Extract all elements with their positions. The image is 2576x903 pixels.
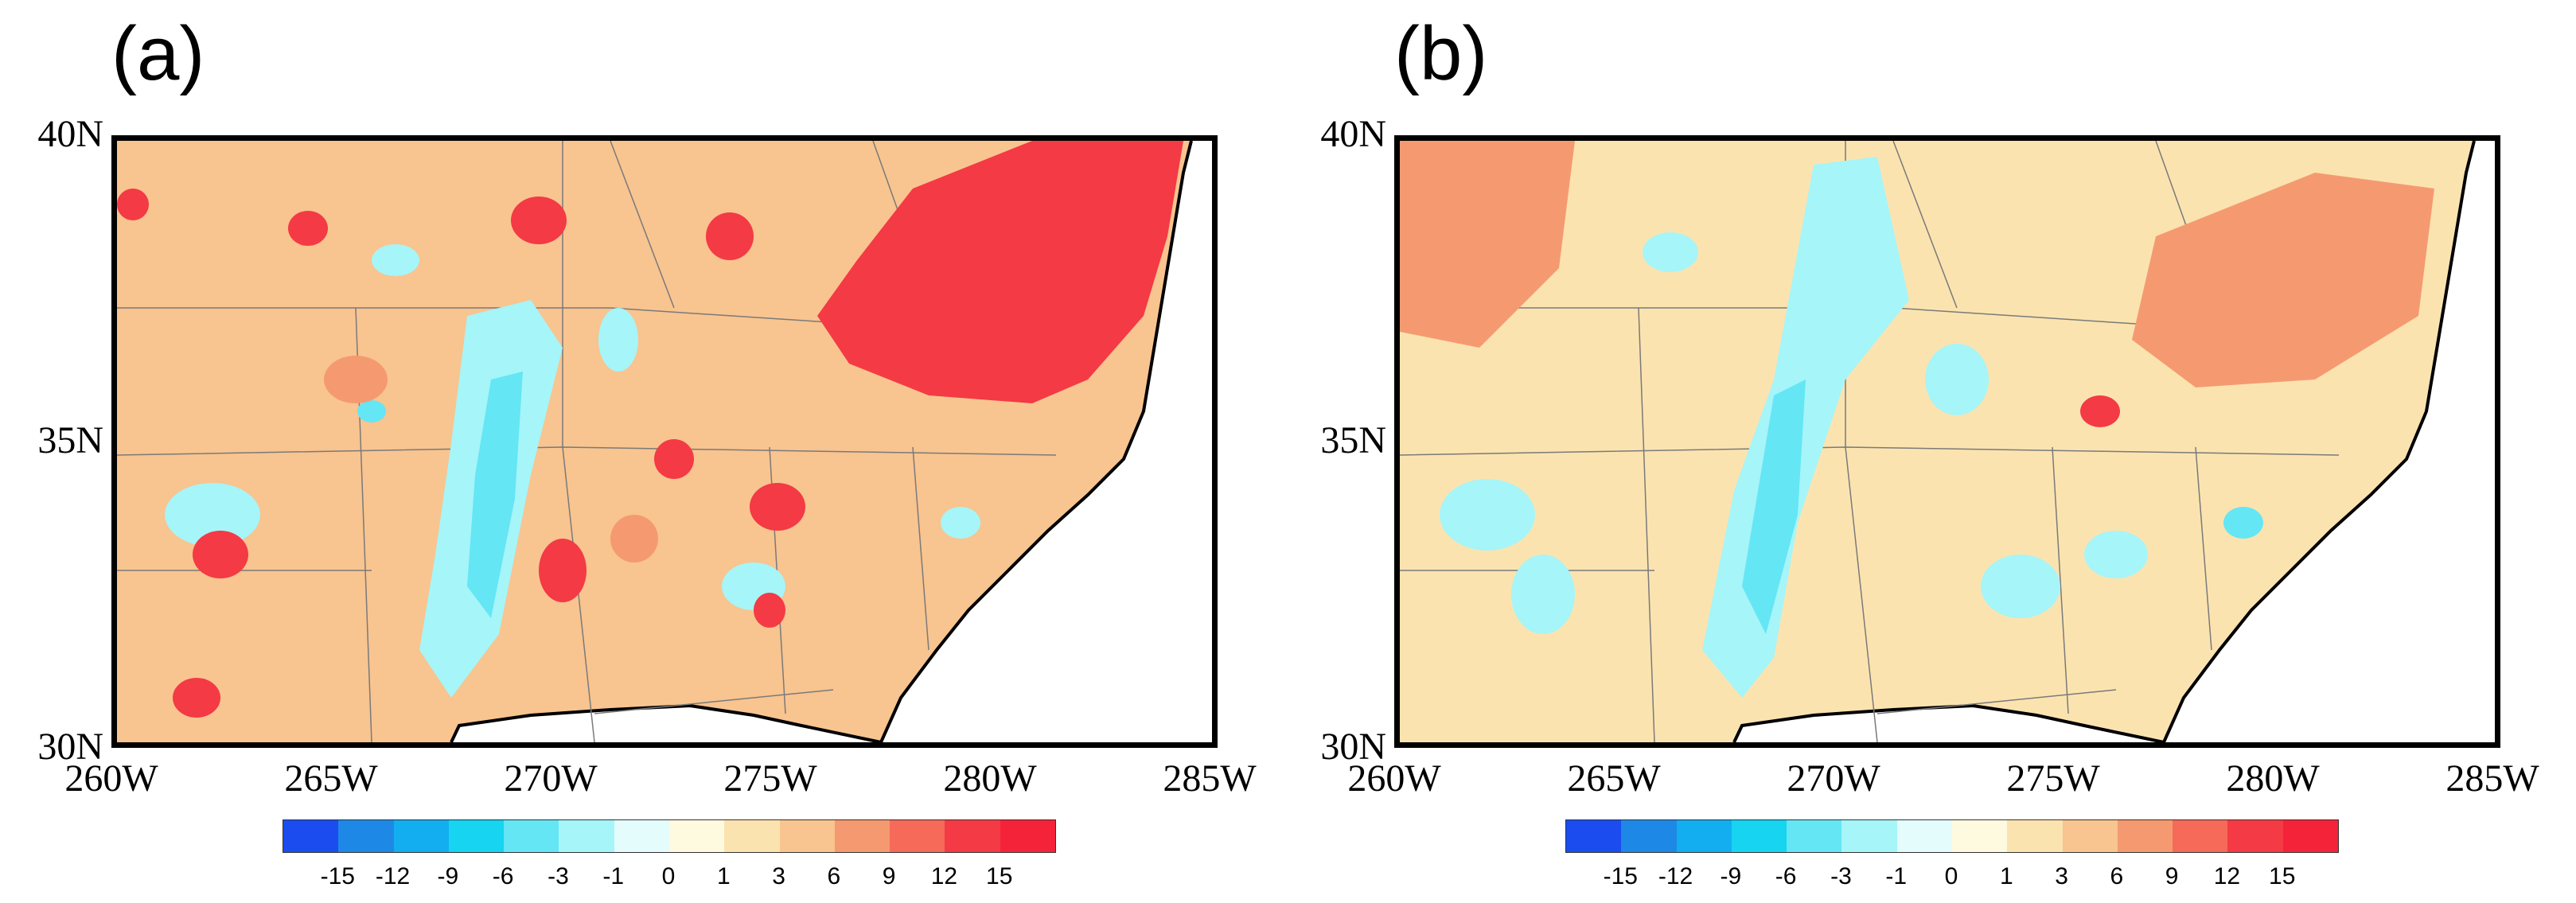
colorbar-swatch — [283, 820, 339, 852]
lon-label-275w-a: 275W — [723, 757, 817, 800]
colorbar-swatch — [834, 820, 890, 852]
colorbar-swatch — [1000, 820, 1055, 852]
colorbar-tick-label: -12 — [375, 863, 411, 889]
colorbar-tick-label: -6 — [492, 863, 514, 889]
colorbar-tick-label: 0 — [661, 863, 676, 889]
colorbar-tick-label: -1 — [1885, 863, 1908, 889]
colorbar-swatch — [1731, 820, 1787, 852]
lon-label-270w-a: 270W — [504, 757, 598, 800]
colorbar-swatch — [338, 820, 394, 852]
colorbar-swatch — [504, 820, 559, 852]
colorbar-tick-label: 12 — [2213, 863, 2241, 889]
cool-anomalies-b — [1440, 157, 2263, 698]
colorbar-swatch — [2227, 820, 2283, 852]
lon-label-280w-a: 280W — [943, 757, 1037, 800]
lon-label-260w-a: 260W — [64, 757, 158, 800]
colorbar-swatch — [2062, 820, 2118, 852]
colorbar-tick-label: 0 — [1944, 863, 1958, 889]
lon-label-285w-a: 285W — [1163, 757, 1257, 800]
colorbar-swatch — [779, 820, 835, 852]
colorbar-tick-label: 1 — [1999, 863, 2013, 889]
coastline — [2162, 141, 2476, 742]
colorbar-tick-label: 15 — [2269, 863, 2296, 889]
lon-label-275w-b: 275W — [2006, 757, 2100, 800]
colorbar-swatch — [2007, 820, 2063, 852]
colorbar-swatch — [1896, 820, 1952, 852]
colorbar-tick-label: 3 — [2055, 863, 2068, 889]
lat-label-35n-a: 35N — [37, 419, 103, 461]
colorbar-swatch — [2117, 820, 2173, 852]
atlantic-ocean — [2164, 141, 2495, 742]
lat-label-30n-b: 30N — [1320, 726, 1386, 768]
colorbar-tick-label: -1 — [602, 863, 625, 889]
lat-label-30n-a: 30N — [37, 726, 103, 768]
colorbar-tick-label: 3 — [772, 863, 785, 889]
lat-label-40n-b: 40N — [1320, 113, 1386, 155]
colorbar-labels-a: -15 -12 -9 -6 -3 -1 0 1 3 6 9 12 15 — [283, 863, 1054, 895]
colorbar-swatch — [1566, 820, 1622, 852]
lon-label-265w-b: 265W — [1567, 757, 1661, 800]
colorbar-swatch — [559, 820, 614, 852]
colorbar-swatch — [448, 820, 505, 852]
lon-label-260w-b: 260W — [1347, 757, 1441, 800]
cool-anomalies-a — [165, 244, 980, 698]
colorbar-swatch — [393, 820, 449, 852]
lat-label-35n-b: 35N — [1320, 419, 1386, 461]
colorbar-swatch — [2282, 820, 2338, 852]
lon-label-270w-b: 270W — [1787, 757, 1880, 800]
lon-label-280w-b: 280W — [2226, 757, 2320, 800]
colorbar-swatch — [668, 820, 725, 852]
colorbar-tick-label: -15 — [1603, 863, 1638, 889]
colorbar-tick-label: 15 — [986, 863, 1013, 889]
colorbar-tick-label: 6 — [827, 863, 841, 889]
coastline — [879, 141, 1193, 742]
lon-label-285w-b: 285W — [2445, 757, 2539, 800]
warm-anomalies-a — [117, 141, 1183, 718]
colorbar-tick-label: 9 — [2165, 863, 2179, 889]
map-panel-a — [111, 135, 1218, 748]
map-canvas-b — [1400, 141, 2495, 742]
colorbar-swatch — [890, 820, 945, 852]
panel-label-b: (b) — [1394, 11, 1488, 96]
colorbar-swatch — [724, 820, 780, 852]
colorbar-labels-b: -15 -12 -9 -6 -3 -1 0 1 3 6 9 12 15 — [1565, 863, 2337, 895]
map-canvas-a — [117, 141, 1212, 742]
colorbar-tick-label: -6 — [1775, 863, 1797, 889]
colorbar-tick-label: 6 — [2110, 863, 2124, 889]
colorbar-tick-label: 9 — [882, 863, 896, 889]
warm-anomalies-b — [1400, 141, 2434, 531]
colorbar-tick-label: -9 — [437, 863, 459, 889]
colorbar-tick-label: -9 — [1720, 863, 1742, 889]
colorbar-swatch — [945, 820, 1000, 852]
colorbar-swatch — [1676, 820, 1732, 852]
map-panel-b — [1394, 135, 2500, 748]
colorbar-swatch — [1841, 820, 1897, 852]
colorbar-tick-label: -12 — [1658, 863, 1693, 889]
colorbar-a — [283, 819, 1056, 853]
colorbar-tick-label: -15 — [320, 863, 355, 889]
colorbar-tick-label: 1 — [716, 863, 731, 889]
atlantic-ocean — [881, 141, 1212, 742]
colorbar-b — [1565, 819, 2339, 853]
colorbar-swatch — [2173, 820, 2228, 852]
colorbar-tick-label: -3 — [1830, 863, 1852, 889]
colorbar-swatch — [1621, 820, 1677, 852]
lon-label-265w-a: 265W — [284, 757, 378, 800]
colorbar-tick-label: -3 — [548, 863, 569, 889]
lat-label-40n-a: 40N — [37, 113, 103, 155]
colorbar-tick-label: 12 — [930, 863, 958, 889]
panel-label-a: (a) — [111, 11, 205, 96]
colorbar-swatch — [1951, 820, 2008, 852]
colorbar-swatch — [1787, 820, 1842, 852]
colorbar-swatch — [614, 820, 669, 852]
